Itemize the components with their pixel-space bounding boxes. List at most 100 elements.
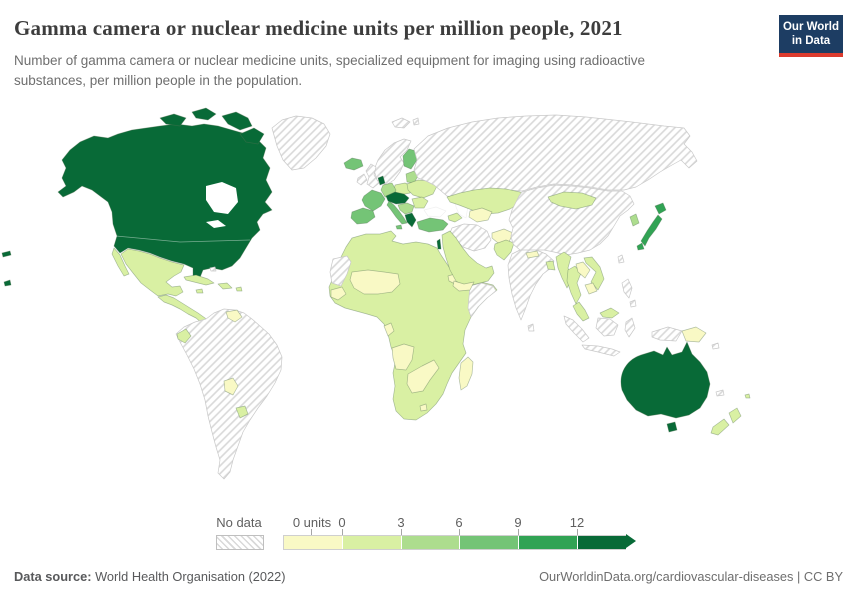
map-region-baffin-island[interactable] [239,127,265,145]
map-region-paraguay[interactable] [223,377,239,396]
map-region-thailand[interactable] [566,265,582,305]
legend-swatch-3-6[interactable] [400,536,460,549]
map-region-turkmenistan-uzbekistan[interactable] [468,207,493,223]
map-region-philippines[interactable] [629,299,637,308]
map-region-india[interactable] [507,248,555,321]
map-region-cuba[interactable] [183,274,215,286]
map-region-romania-bulgaria[interactable] [411,196,429,209]
map-region-australia[interactable] [620,341,711,419]
map-region-jamaica[interactable] [195,288,204,294]
map-region-svalbard[interactable] [391,117,411,129]
map-region-ecuador[interactable] [176,328,192,344]
map-region-lesotho[interactable] [419,403,428,412]
map-region-madagascar[interactable] [458,356,474,391]
map-region-puerto-rico[interactable] [235,286,243,292]
map-region-france[interactable] [361,189,386,212]
data-source-label: Data source: [14,569,92,584]
map-region-east-malaysia[interactable] [599,307,620,319]
map-region-nepal[interactable] [525,250,540,259]
legend-swatch-0-units[interactable] [284,536,342,549]
map-region-baja-california[interactable] [111,247,130,277]
map-region-ireland[interactable] [356,173,368,186]
map-region-south-korea[interactable] [629,213,640,227]
map-region-hispaniola[interactable] [217,282,233,290]
map-region-turkey[interactable] [416,217,449,233]
map-region-guinea[interactable] [330,286,347,301]
map-region-arctic-island[interactable] [221,111,253,131]
map-region-gabon[interactable] [383,322,395,337]
legend-no-data-swatch[interactable] [216,535,264,550]
map-region-austria-hungary-switzerland[interactable] [385,191,410,205]
map-region-caucasus[interactable] [447,212,463,223]
map-region-somalia[interactable] [467,282,497,318]
map-region-denmark[interactable] [377,175,386,186]
owid-logo[interactable]: Our World in Data [779,15,843,57]
map-region-japan[interactable] [654,202,667,215]
map-region-arabian-peninsula[interactable] [441,230,495,288]
map-region-sulawesi[interactable] [624,317,636,338]
map-region-balkans[interactable] [397,202,415,215]
map-region-laos[interactable] [575,261,591,279]
map-region-yemen[interactable] [452,280,475,292]
map-region-norway-sweden[interactable] [373,138,412,186]
map-region-philippines[interactable] [621,278,633,299]
map-region-java[interactable] [581,344,621,357]
map-region-new-zealand[interactable] [728,407,742,424]
map-region-greenland[interactable] [271,115,331,171]
map-region-hawaii[interactable] [3,279,12,287]
map-region-israel[interactable] [436,238,442,250]
map-region-mongolia[interactable] [547,191,597,210]
map-region-bangladesh[interactable] [545,260,556,271]
map-region-japan[interactable] [636,242,645,251]
map-region-new-caledonia[interactable] [715,389,725,397]
map-region-arctic-island[interactable] [191,107,217,121]
map-region-papua-new-guinea[interactable] [681,326,707,343]
map-region-japan[interactable] [640,214,663,247]
map-region-ukraine-belarus[interactable] [406,179,438,199]
map-region-cambodia[interactable] [584,282,598,295]
map-region-mali-niger[interactable] [349,269,401,295]
map-region-angola[interactable] [391,343,415,371]
map-region-uruguay[interactable] [235,405,249,419]
map-region-italy[interactable] [386,200,408,225]
map-region-sri-lanka[interactable] [527,323,535,332]
map-region-borneo[interactable] [595,317,619,337]
map-region-bahamas[interactable] [209,266,217,272]
map-region-sumatra[interactable] [563,315,590,343]
map-region-sicily[interactable] [395,224,403,230]
map-region-afghanistan[interactable] [491,228,514,244]
map-region-spain-portugal[interactable] [350,207,376,225]
map-region-central-america[interactable] [157,294,210,325]
legend-swatch-6-9[interactable] [459,536,519,549]
map-region-baltic-states[interactable] [405,170,419,184]
map-region-new-zealand[interactable] [710,418,730,436]
legend-tickmark [518,529,519,535]
legend-swatch-12-plus[interactable] [576,536,626,549]
map-region-hawaii[interactable] [1,250,12,258]
legend-tick-3: 3 [397,515,405,530]
map-region-west-new-guinea[interactable] [651,326,683,342]
map-region-malaysia[interactable] [572,301,590,322]
credit-link[interactable]: OurWorldinData.org/cardiovascular-diseas… [539,569,843,584]
map-region-solomon-islands[interactable] [711,342,720,350]
map-region-western-sahara-mauritania[interactable] [329,255,352,287]
map-region-greece[interactable] [404,212,417,228]
map-region-china[interactable] [508,184,635,256]
map-region-mexico[interactable] [120,248,185,297]
map-region-vietnam[interactable] [583,256,605,291]
legend-swatch-0-3[interactable] [342,536,401,549]
map-region-iceland[interactable] [343,157,364,171]
map-region-venezuela[interactable] [225,309,243,323]
legend-swatch-9-12[interactable] [518,536,577,549]
map-region-united-kingdom[interactable] [365,163,380,189]
map-region-taiwan[interactable] [617,254,625,264]
map-region-fiji[interactable] [744,393,751,399]
map-region-svalbard[interactable] [412,117,420,126]
map-region-south-america[interactable] [175,308,283,480]
map-region-tasmania[interactable] [666,421,678,433]
map-region-arctic-island[interactable] [159,113,187,127]
map-region-pakistan[interactable] [493,239,515,261]
map-region-canada-usa[interactable] [57,123,273,281]
map-region-russia[interactable] [413,114,698,199]
map-region-botswana-zimbabwe[interactable] [406,359,440,394]
